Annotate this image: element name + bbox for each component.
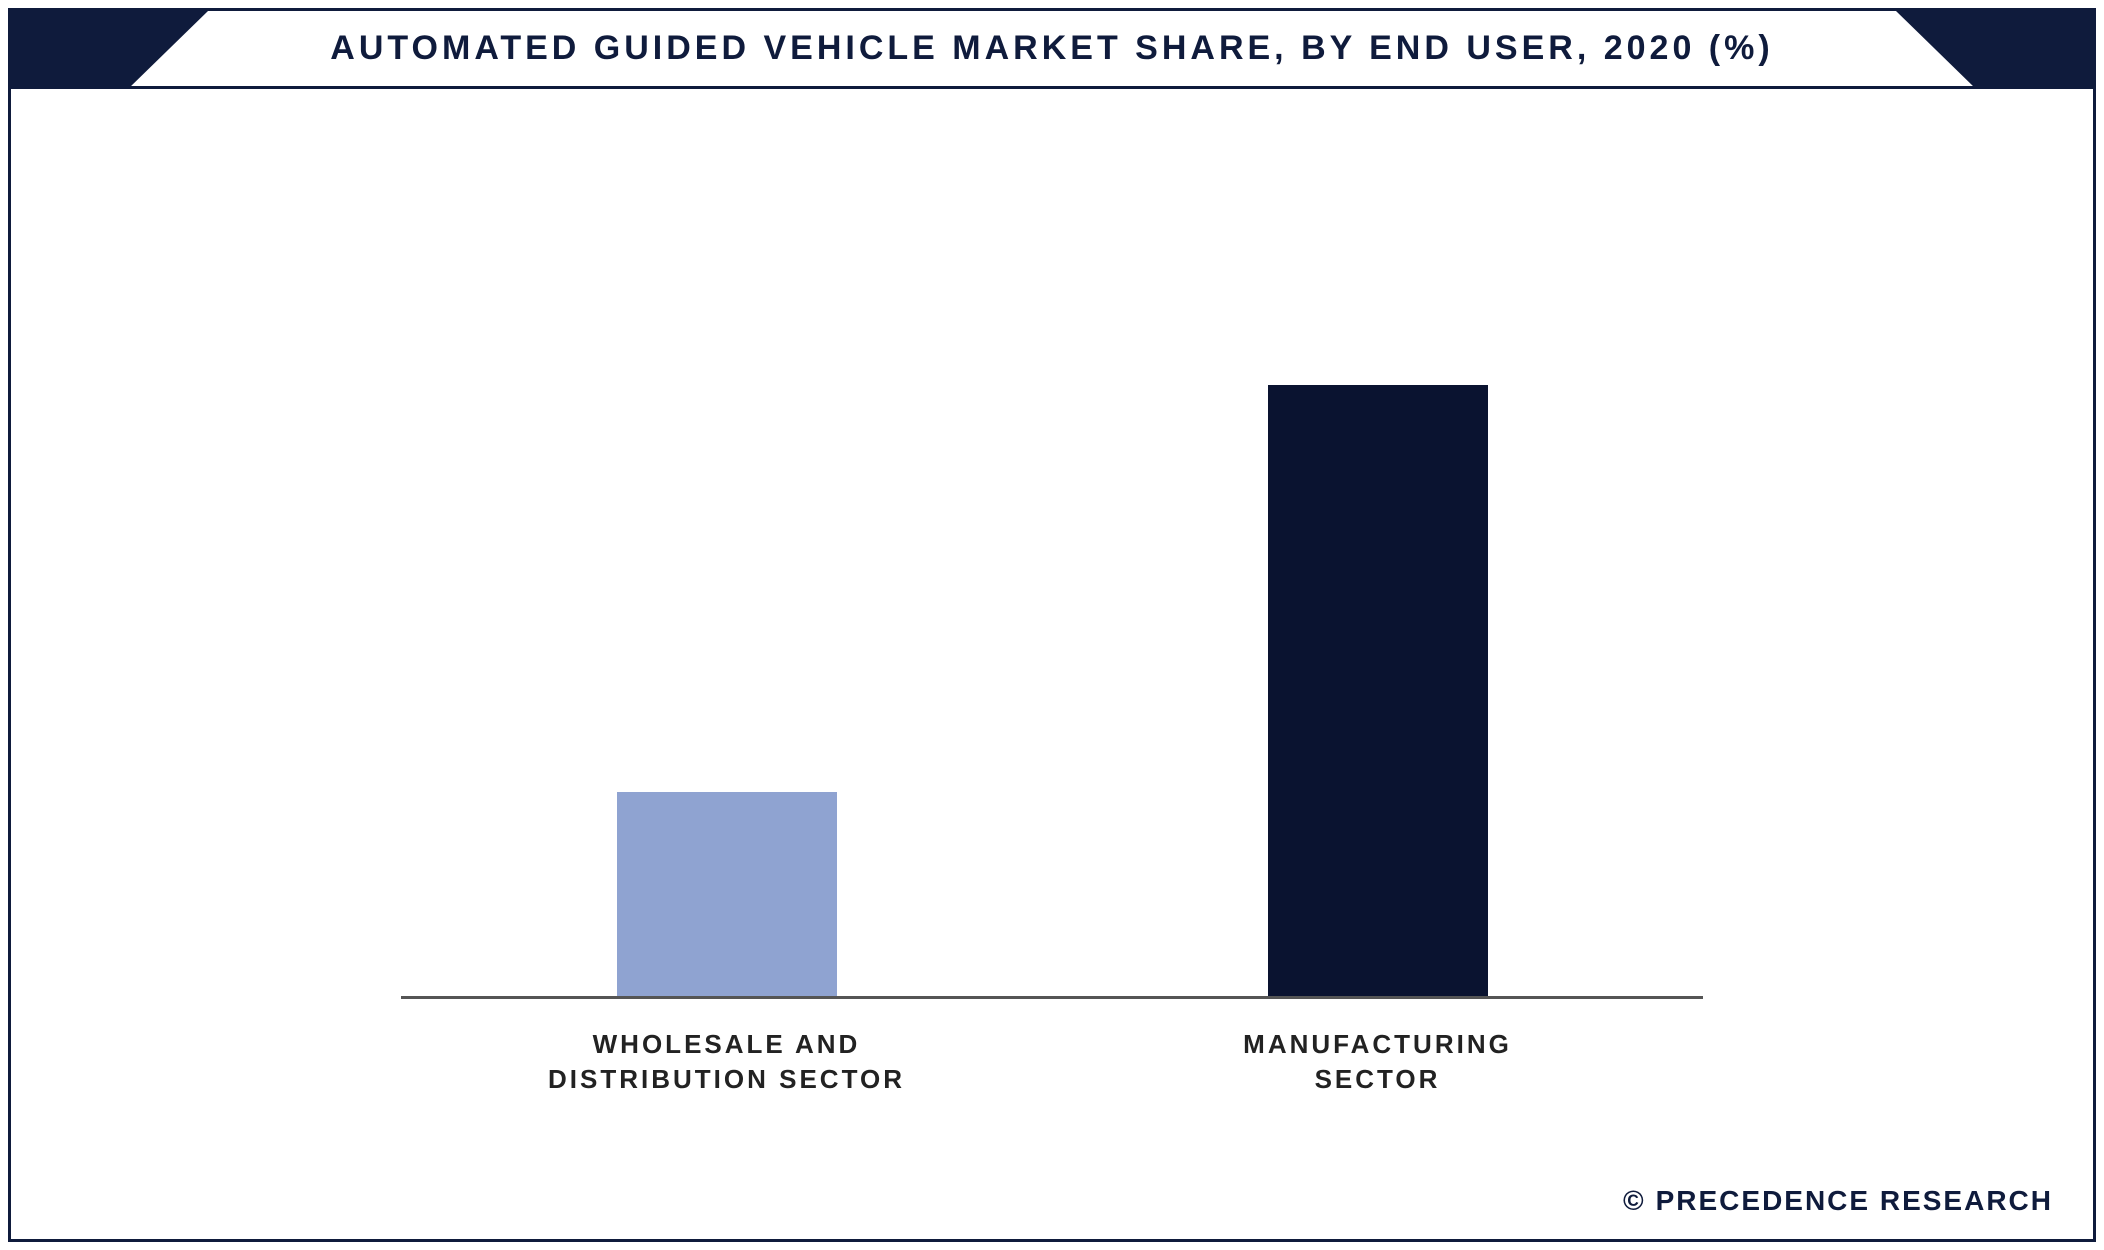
bar [617, 792, 837, 996]
chart-area: Wholesale and Distribution Sector Manufac… [71, 141, 2033, 1119]
bar [1268, 385, 1488, 996]
x-axis-label: Wholesale and Distribution Sector [547, 1009, 907, 1119]
chart-frame: Automated Guided Vehicle Market Share, B… [8, 8, 2096, 1242]
x-labels: Wholesale and Distribution Sector Manufac… [401, 1009, 1703, 1119]
plot-region [401, 181, 1703, 999]
chart-title: Automated Guided Vehicle Market Share, B… [11, 11, 2093, 86]
copyright-text: Precedence Research [1656, 1185, 2053, 1217]
bars-container [401, 181, 1703, 996]
x-axis-label: Manufacturing Sector [1198, 1009, 1558, 1119]
copyright-footer: © Precedence Research [1623, 1185, 2053, 1217]
title-bar: Automated Guided Vehicle Market Share, B… [11, 11, 2093, 89]
copyright-symbol: © [1623, 1185, 1646, 1217]
